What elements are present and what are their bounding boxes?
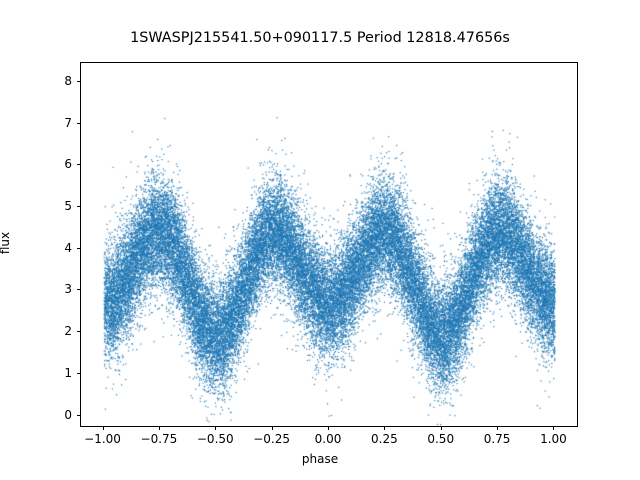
y-tick-mark [76,247,80,249]
x-tick-mark [553,426,555,430]
x-tick-mark [497,426,499,430]
x-tick-label: −1.00 [84,432,121,446]
x-tick-mark [440,426,442,430]
x-tick-mark [271,426,273,430]
y-tick-label: 3 [64,282,72,297]
y-tick-mark [76,122,80,124]
scatter-plot-points [81,63,577,426]
y-tick-label: 6 [64,157,72,172]
x-tick-mark [158,426,160,430]
y-axis-label: flux [0,231,12,255]
x-tick-label: −0.25 [253,432,291,446]
y-tick-mark [76,80,80,82]
y-tick-mark [76,372,80,374]
y-tick-mark [76,331,80,333]
y-tick-mark [76,205,80,207]
x-tick-label: −0.50 [196,432,234,446]
x-tick-label: 0.75 [483,432,511,446]
chart-title: 1SWASPJ215541.50+090117.5 Period 12818.4… [130,30,510,46]
x-tick-label: 0.25 [371,432,398,446]
x-tick-mark [102,426,104,430]
x-tick-mark [215,426,217,430]
y-tick-label: 0 [64,407,72,422]
y-tick-mark [76,289,80,291]
x-axis-label: phase [301,452,339,466]
x-tick-mark [384,426,386,430]
y-tick-label: 1 [64,365,72,380]
x-tick-label: 0.00 [314,432,342,446]
y-tick-label: 7 [64,115,72,130]
plot-axes-frame [80,62,578,427]
x-tick-mark [328,426,329,430]
y-tick-label: 2 [64,324,72,339]
y-tick-label: 5 [64,198,72,213]
y-tick-mark [76,164,80,166]
y-tick-label: 8 [64,73,72,88]
x-tick-label: 0.50 [427,432,455,446]
x-tick-label: 1.00 [540,432,567,446]
x-tick-label: −0.75 [140,432,178,446]
y-tick-mark [76,414,80,416]
y-tick-label: 4 [64,240,72,255]
